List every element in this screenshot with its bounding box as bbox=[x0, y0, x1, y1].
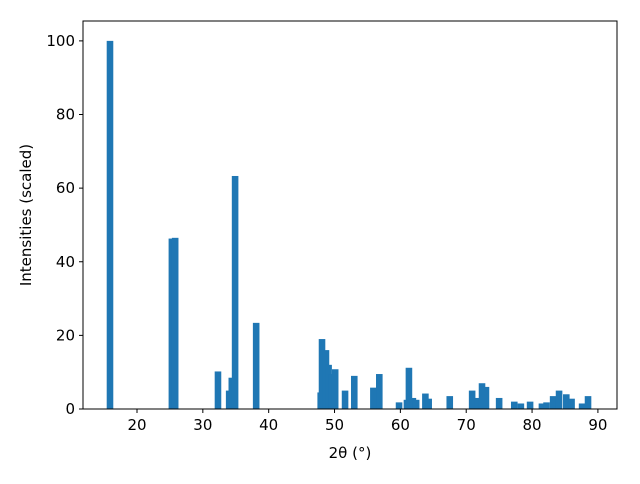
x-tick-label: 40 bbox=[259, 416, 278, 434]
bar bbox=[495, 397, 503, 409]
bar bbox=[478, 383, 486, 409]
bar bbox=[106, 40, 114, 409]
bar bbox=[446, 396, 454, 409]
bar bbox=[555, 390, 563, 409]
bar bbox=[526, 401, 534, 409]
bar bbox=[538, 403, 546, 409]
bar bbox=[376, 374, 383, 409]
bar bbox=[171, 237, 179, 409]
bar bbox=[228, 377, 236, 409]
y-tick-label: 100 bbox=[46, 32, 75, 50]
bar bbox=[318, 339, 326, 409]
bar bbox=[510, 401, 518, 409]
bar bbox=[584, 396, 592, 409]
bar bbox=[517, 403, 525, 409]
bar bbox=[370, 387, 377, 409]
bar bbox=[425, 398, 432, 409]
y-axis-label: Intensities (scaled) bbox=[17, 144, 35, 286]
bar bbox=[252, 322, 260, 409]
y-tick-label: 40 bbox=[56, 253, 75, 271]
bar bbox=[568, 398, 575, 409]
plot-frame bbox=[82, 20, 618, 410]
bar bbox=[214, 371, 222, 409]
bar bbox=[578, 403, 586, 409]
bar bbox=[405, 367, 413, 409]
bar bbox=[231, 175, 239, 409]
x-tick-label: 50 bbox=[325, 416, 344, 434]
bar bbox=[474, 397, 482, 409]
bar bbox=[482, 386, 490, 409]
bar bbox=[350, 375, 358, 409]
x-tick-label: 60 bbox=[391, 416, 410, 434]
bar bbox=[563, 394, 570, 409]
y-tick-label: 60 bbox=[56, 179, 75, 197]
x-tick-label: 20 bbox=[127, 416, 146, 434]
x-tick-label: 70 bbox=[457, 416, 476, 434]
bar bbox=[549, 396, 557, 409]
y-tick-label: 80 bbox=[56, 106, 75, 124]
x-tick-label: 30 bbox=[193, 416, 212, 434]
bar bbox=[331, 369, 339, 409]
y-tick-label: 0 bbox=[65, 400, 75, 418]
bar bbox=[543, 402, 550, 409]
x-axis-label: 2θ (°) bbox=[329, 444, 372, 462]
bar bbox=[468, 390, 476, 409]
bar bbox=[341, 390, 349, 409]
y-tick-label: 20 bbox=[56, 326, 75, 344]
bar bbox=[395, 402, 403, 409]
bar bbox=[412, 399, 420, 409]
x-tick-label: 90 bbox=[588, 416, 607, 434]
x-tick-label: 80 bbox=[523, 416, 542, 434]
